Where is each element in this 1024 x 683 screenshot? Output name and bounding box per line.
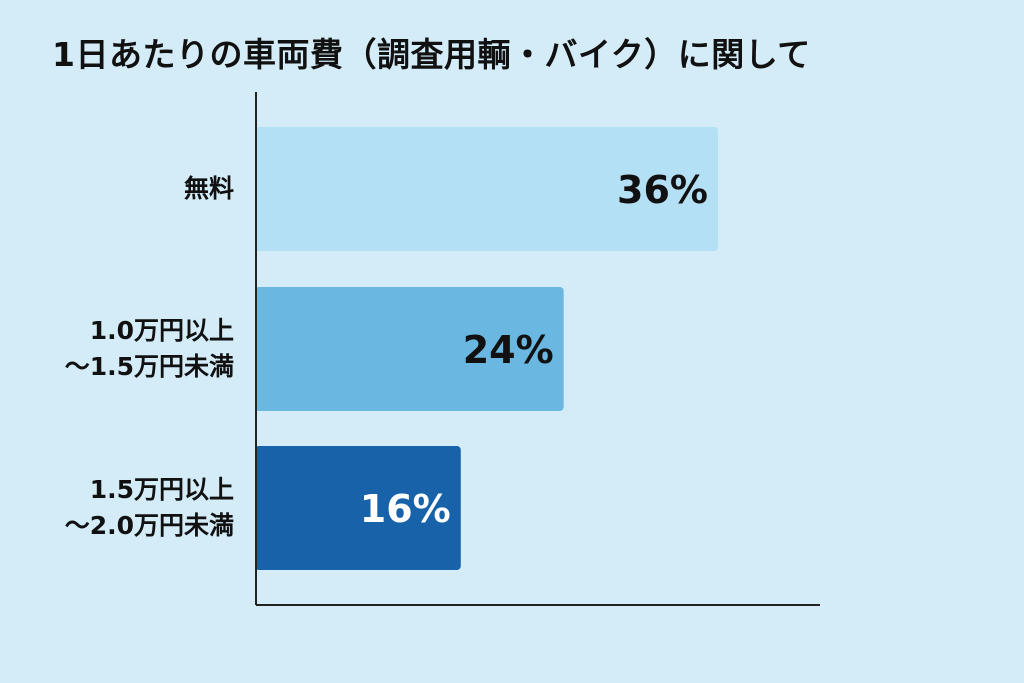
category-label-line: 〜1.5万円未満 [64, 352, 234, 381]
category-label-line: 〜2.0万円未満 [64, 511, 234, 540]
category-label-line: 1.0万円以上 [89, 316, 234, 345]
bar-2 [255, 287, 564, 411]
category-label-line: 無料 [183, 174, 234, 203]
category-label-line: 1.5万円以上 [89, 475, 234, 504]
bar-3 [255, 446, 461, 570]
category-label-3: 1.5万円以上〜2.0万円未満 [65, 472, 234, 544]
category-label-2: 1.0万円以上〜1.5万円未満 [65, 313, 234, 385]
chart-title: 1日あたりの車両費（調査用輌・バイク）に関して [52, 35, 811, 74]
bar-2-value-label: 24% [463, 328, 554, 372]
bar-1 [255, 127, 718, 251]
bar-3-value-label: 16% [360, 487, 451, 531]
bar-1-value-label: 36% [617, 168, 708, 212]
category-label-1: 無料 [184, 171, 234, 207]
